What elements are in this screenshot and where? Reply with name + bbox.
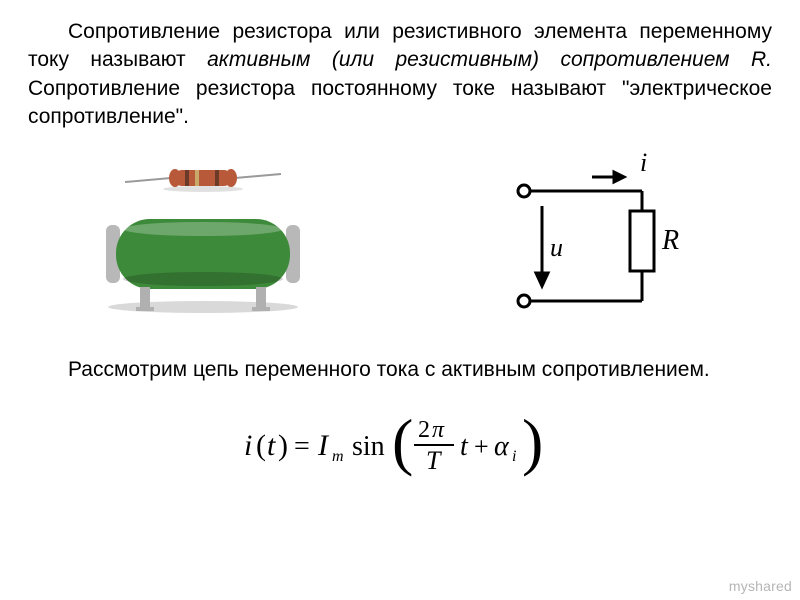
p1-italic: активным (или резистивным) сопротивление… (207, 48, 772, 71)
circuit-svg: i u R (502, 151, 692, 326)
svg-text:T: T (426, 446, 442, 475)
svg-text:i: i (512, 448, 516, 465)
figures-row: i u R (48, 149, 762, 334)
svg-text:(: ( (392, 407, 413, 477)
large-resistor-icon (88, 207, 318, 317)
svg-text:π: π (432, 417, 445, 443)
svg-text:+: + (474, 432, 489, 461)
small-resistor-icon (123, 167, 283, 197)
svg-text:(: ( (256, 429, 266, 462)
svg-text:): ) (522, 407, 543, 477)
svg-text:2: 2 (418, 417, 430, 443)
formula-svg: i ( t ) = I m sin ( 2 π T t + α i ) (240, 407, 560, 485)
watermark: myshared (729, 578, 792, 594)
circuit-diagram: i u R (502, 151, 692, 332)
formula: i ( t ) = I m sin ( 2 π T t + α i ) (28, 407, 772, 491)
svg-text:): ) (278, 429, 288, 462)
paragraph-1: Сопротивление резистора или резистивного… (28, 18, 772, 131)
svg-text:α: α (494, 431, 510, 462)
svg-text:t: t (460, 431, 469, 462)
svg-text:t: t (267, 429, 276, 462)
label-r: R (661, 225, 679, 256)
svg-text:m: m (332, 448, 344, 465)
label-u: u (550, 233, 563, 262)
svg-text:i: i (244, 429, 252, 462)
svg-text:I: I (317, 429, 330, 462)
p1-part2: Сопротивление резистора постоянному токе… (28, 77, 772, 128)
resistor-photos (88, 167, 318, 317)
svg-text:=: = (294, 431, 310, 462)
svg-text:sin: sin (352, 431, 385, 462)
label-i: i (640, 151, 647, 177)
paragraph-2: Рассмотрим цепь переменного тока с актив… (28, 356, 772, 384)
